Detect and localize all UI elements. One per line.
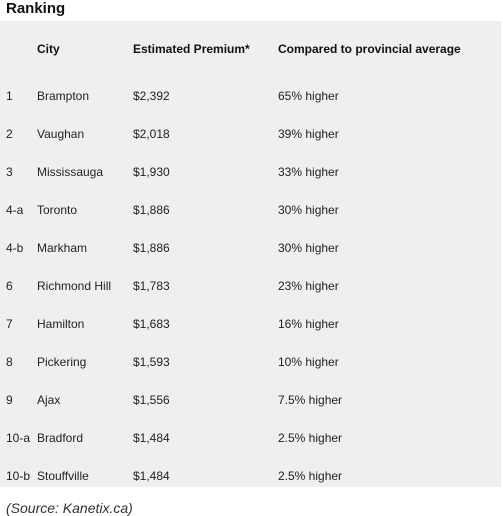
cell-comparison: 39% higher [278, 127, 339, 141]
cell-comparison: 30% higher [278, 203, 339, 217]
header-comparison: Compared to provincial average [278, 42, 461, 56]
cell-comparison: 16% higher [278, 317, 339, 331]
cell-premium: $1,484 [133, 431, 170, 445]
cell-comparison: 7.5% higher [278, 393, 343, 407]
table-header-row: City Estimated Premium* Compared to prov… [0, 21, 501, 77]
header-rank [0, 21, 37, 77]
source-note: (Source: Kanetix.ca) [6, 500, 133, 516]
table-row: 3 Mississauga $1,930 33% higher [0, 153, 501, 191]
cell-rank: 3 [6, 165, 13, 179]
cell-city: Markham [37, 241, 88, 255]
cell-city: Mississauga [37, 165, 104, 179]
ranking-table: City Estimated Premium* Compared to prov… [0, 21, 501, 495]
cell-premium: $1,886 [133, 241, 170, 255]
cell-premium: $1,930 [133, 165, 170, 179]
table-row: 4-a Toronto $1,886 30% higher [0, 191, 501, 229]
cell-premium: $1,593 [133, 355, 170, 369]
cell-comparison: 2.5% higher [278, 469, 343, 483]
cell-city: Hamilton [37, 317, 85, 331]
table-row: 7 Hamilton $1,683 16% higher [0, 305, 501, 343]
cell-comparison: 23% higher [278, 279, 339, 293]
cell-comparison: 10% higher [278, 355, 339, 369]
page-heading: Ranking [6, 0, 66, 17]
cell-rank: 10-b [6, 469, 31, 483]
cell-city: Richmond Hill [37, 279, 112, 293]
cell-comparison: 33% higher [278, 165, 339, 179]
cell-premium: $1,683 [133, 317, 170, 331]
cell-rank: 9 [6, 393, 13, 407]
cell-premium: $1,484 [133, 469, 170, 483]
table-header: City Estimated Premium* Compared to prov… [0, 21, 501, 77]
table-row: 6 Richmond Hill $1,783 23% higher [0, 267, 501, 305]
cell-rank: 4-a [6, 203, 24, 217]
cell-rank: 8 [6, 355, 13, 369]
cell-rank: 4-b [6, 241, 24, 255]
table-row: 2 Vaughan $2,018 39% higher [0, 115, 501, 153]
cell-rank: 7 [6, 317, 13, 331]
cell-comparison: 65% higher [278, 89, 339, 103]
table-row: 1 Brampton $2,392 65% higher [0, 77, 501, 115]
header-city: City [37, 42, 60, 56]
table-body: 1 Brampton $2,392 65% higher 2 Vaughan $… [0, 77, 501, 495]
ranking-table-panel: City Estimated Premium* Compared to prov… [0, 21, 501, 487]
cell-city: Pickering [37, 355, 87, 369]
cell-rank: 1 [6, 89, 13, 103]
cell-premium: $2,392 [133, 89, 170, 103]
table-row: 10-b Stouffville $1,484 2.5% higher [0, 457, 501, 495]
cell-city: Stouffville [37, 469, 89, 483]
table-row: 9 Ajax $1,556 7.5% higher [0, 381, 501, 419]
header-estimated-premium: Estimated Premium* [133, 42, 250, 56]
cell-city: Bradford [37, 431, 84, 445]
cell-city: Brampton [37, 89, 90, 103]
cell-premium: $1,556 [133, 393, 170, 407]
cell-premium: $1,783 [133, 279, 170, 293]
cell-premium: $2,018 [133, 127, 170, 141]
table-row: 4-b Markham $1,886 30% higher [0, 229, 501, 267]
cell-comparison: 2.5% higher [278, 431, 343, 445]
cell-city: Ajax [37, 393, 61, 407]
cell-premium: $1,886 [133, 203, 170, 217]
cell-rank: 2 [6, 127, 13, 141]
cell-city: Vaughan [37, 127, 85, 141]
cell-rank: 6 [6, 279, 13, 293]
cell-city: Toronto [37, 203, 78, 217]
cell-rank: 10-a [6, 431, 31, 445]
table-row: 10-a Bradford $1,484 2.5% higher [0, 419, 501, 457]
table-row: 8 Pickering $1,593 10% higher [0, 343, 501, 381]
cell-comparison: 30% higher [278, 241, 339, 255]
